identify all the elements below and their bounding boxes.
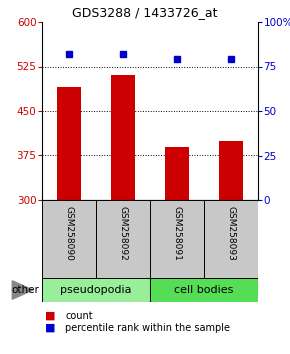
Text: ■: ■ — [45, 311, 55, 321]
Bar — [219, 141, 243, 200]
Bar — [111, 75, 135, 200]
Text: GSM258090: GSM258090 — [64, 206, 73, 261]
Text: count: count — [65, 311, 93, 321]
Bar — [204, 200, 258, 278]
Text: other: other — [11, 285, 39, 295]
Text: GDS3288 / 1433726_at: GDS3288 / 1433726_at — [72, 6, 218, 19]
Text: ■: ■ — [45, 323, 55, 333]
Bar — [150, 200, 204, 278]
Text: GSM258091: GSM258091 — [173, 206, 182, 261]
Bar — [42, 278, 150, 302]
FancyArrow shape — [12, 281, 33, 299]
Bar — [165, 147, 189, 200]
Bar — [57, 87, 81, 200]
Text: GSM258092: GSM258092 — [119, 206, 128, 261]
Text: cell bodies: cell bodies — [174, 285, 234, 295]
Text: pseudopodia: pseudopodia — [60, 285, 132, 295]
Bar — [42, 200, 96, 278]
Bar — [96, 200, 150, 278]
Bar — [150, 278, 258, 302]
Text: GSM258093: GSM258093 — [226, 206, 235, 261]
Text: percentile rank within the sample: percentile rank within the sample — [65, 323, 230, 333]
